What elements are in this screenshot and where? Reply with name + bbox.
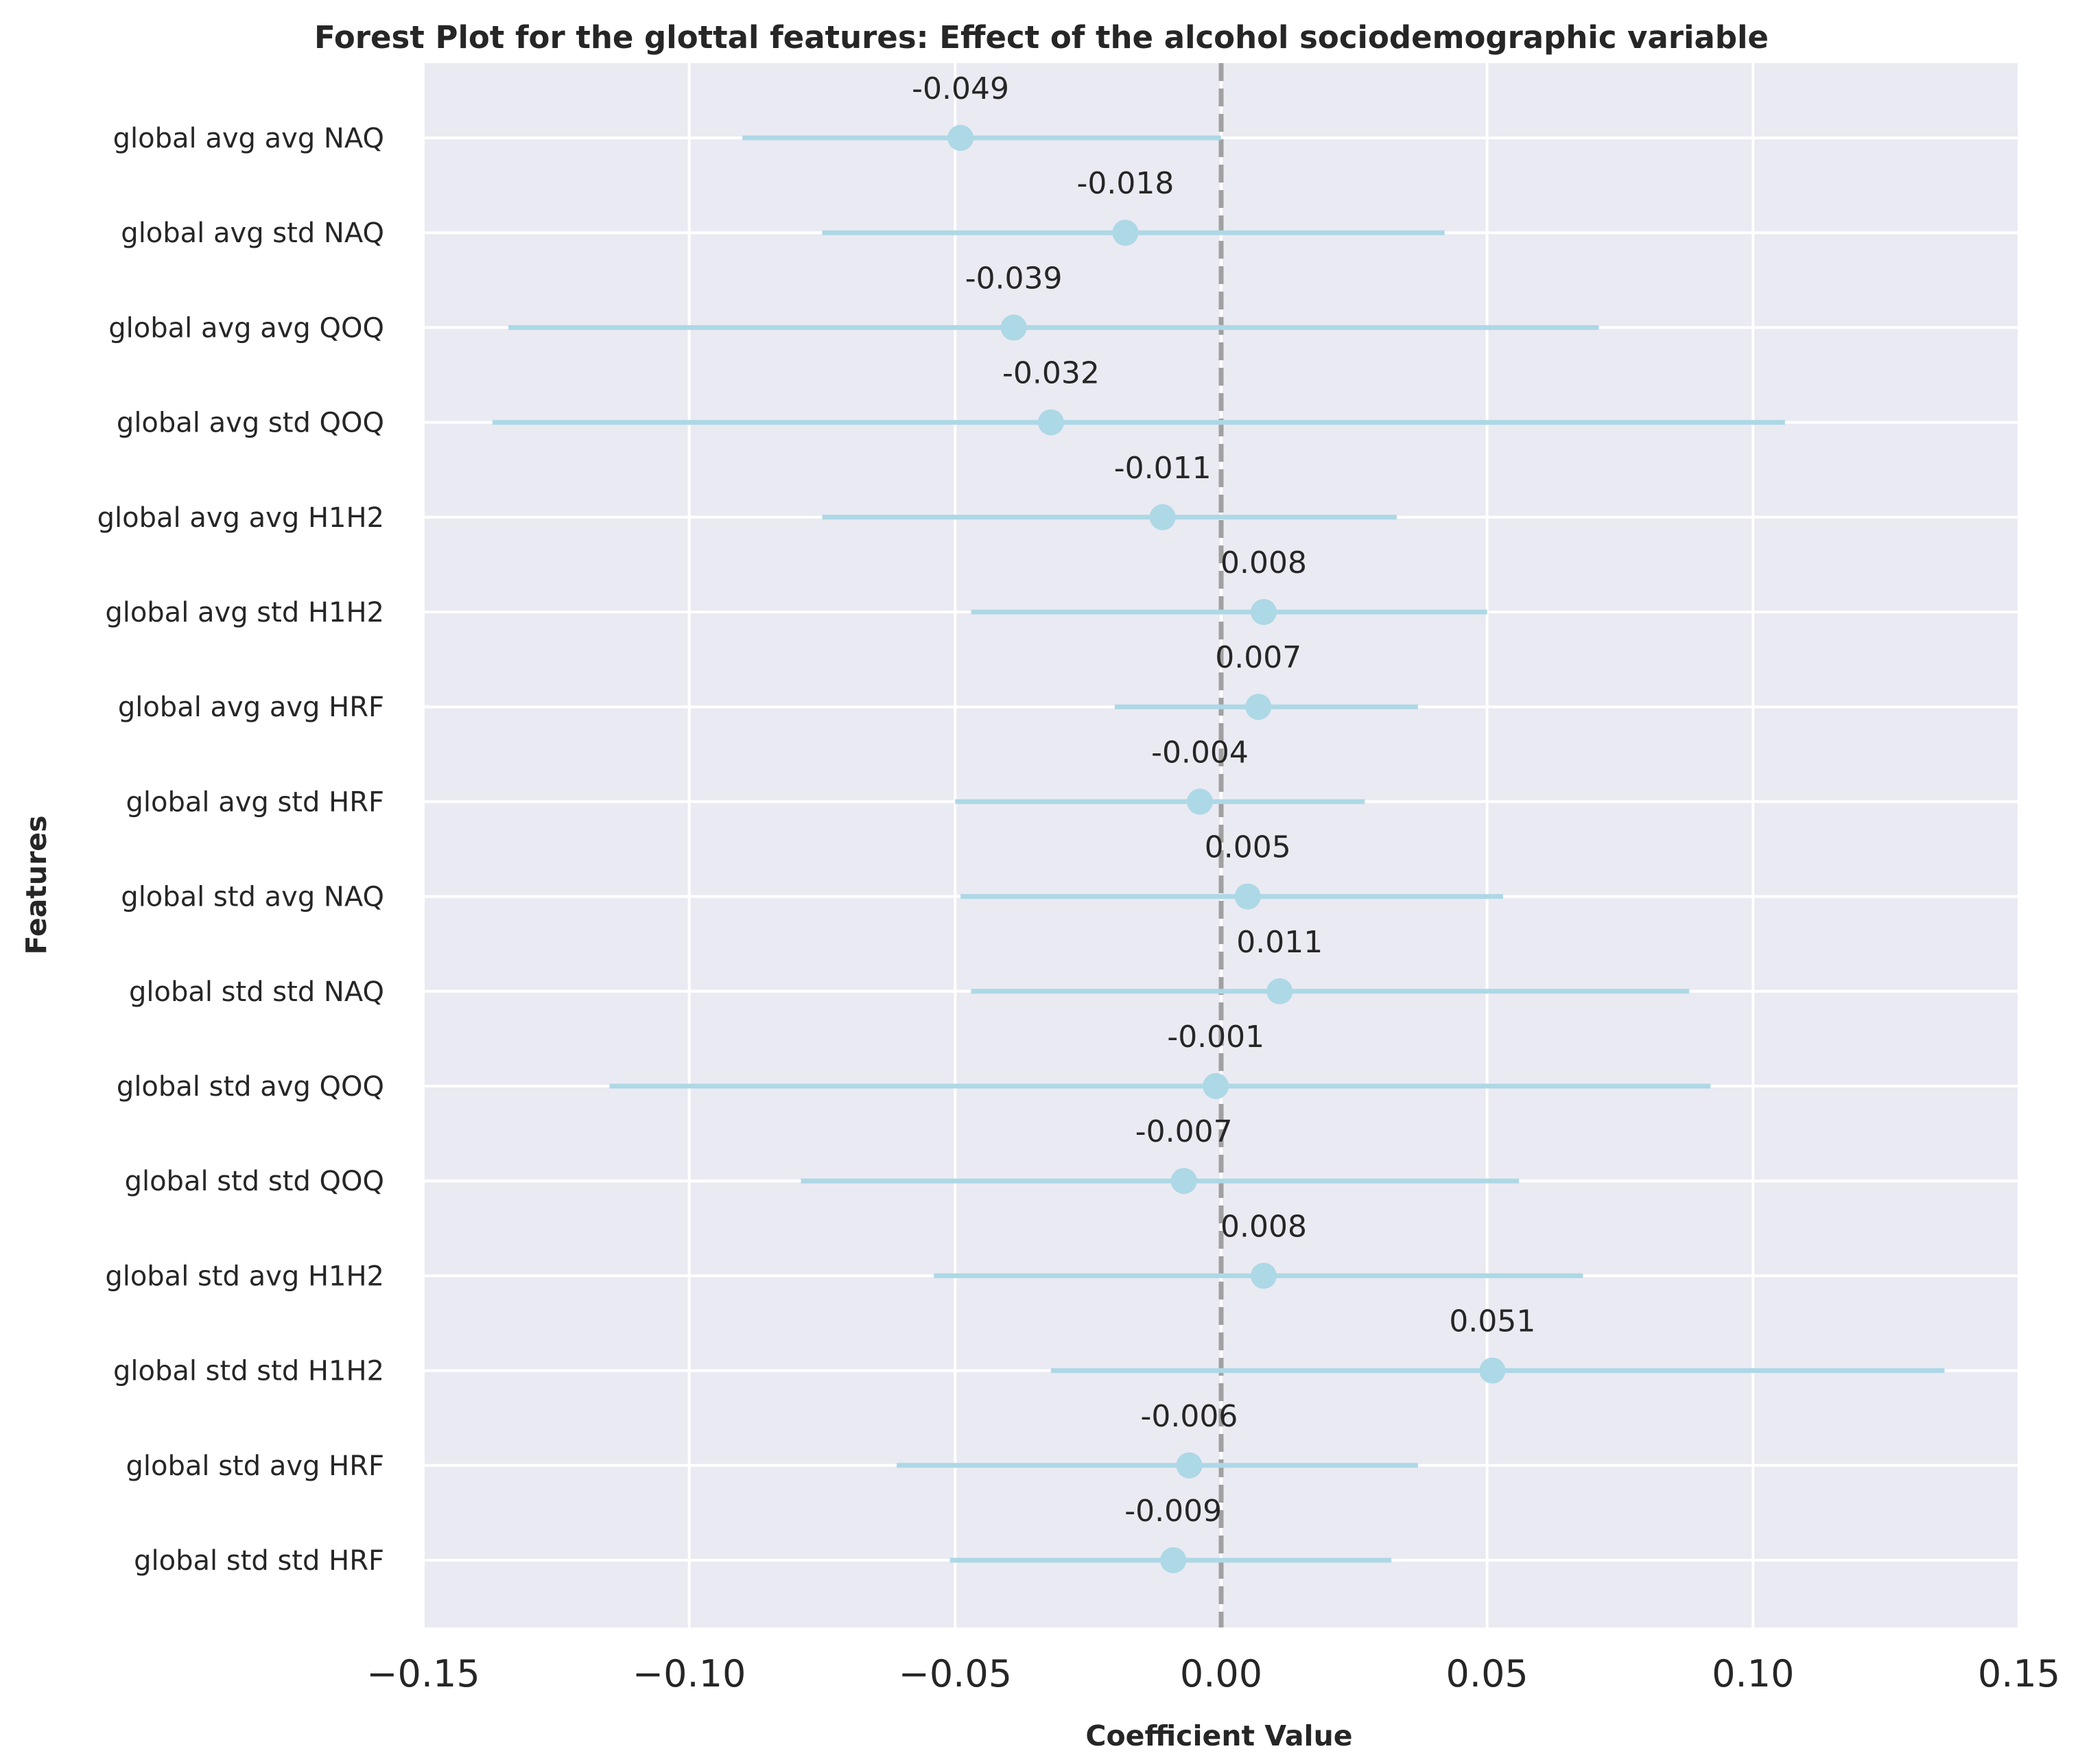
y-tick-label: global avg std H1H2 bbox=[105, 597, 384, 628]
coefficient-point bbox=[1112, 220, 1139, 246]
coefficient-point bbox=[1186, 788, 1213, 815]
data-label: -0.006 bbox=[1141, 1399, 1238, 1434]
y-tick-label: global std avg HRF bbox=[126, 1450, 384, 1482]
coefficient-point bbox=[1170, 1168, 1197, 1195]
y-tick-label: global avg avg H1H2 bbox=[97, 502, 384, 534]
x-tick-label: 0.10 bbox=[1712, 1652, 1794, 1695]
y-tick-labels: global avg avg NAQ global avg std NAQ glob… bbox=[97, 123, 384, 1577]
coefficient-point bbox=[1037, 409, 1064, 436]
coefficient-point bbox=[1251, 599, 1277, 625]
coefficient-point bbox=[1176, 1452, 1203, 1479]
x-tick-label: −0.05 bbox=[899, 1652, 1012, 1695]
y-tick-label: global std std HRF bbox=[134, 1545, 384, 1577]
y-tick-label: global avg avg QOQ bbox=[108, 312, 384, 344]
coefficient-point bbox=[947, 125, 974, 151]
y-tick-label: global avg std NAQ bbox=[121, 217, 384, 249]
x-tick-label: 0.05 bbox=[1446, 1652, 1528, 1695]
y-tick-label: global avg std HRF bbox=[126, 786, 384, 818]
coefficient-point bbox=[1479, 1357, 1506, 1384]
data-label: -0.018 bbox=[1077, 166, 1174, 201]
data-label: -0.001 bbox=[1167, 1020, 1264, 1055]
coefficient-points bbox=[947, 125, 1506, 1573]
data-label: -0.011 bbox=[1114, 451, 1212, 486]
y-tick-label: global avg std QOQ bbox=[117, 408, 384, 439]
data-label: 0.011 bbox=[1236, 925, 1323, 960]
coefficient-point bbox=[1251, 1262, 1277, 1289]
data-label: 0.005 bbox=[1205, 830, 1291, 865]
coefficient-point bbox=[1234, 883, 1261, 910]
data-label: 0.007 bbox=[1215, 640, 1301, 675]
data-label: -0.039 bbox=[965, 261, 1063, 296]
x-tick-label: 0.00 bbox=[1180, 1652, 1262, 1695]
data-label: -0.032 bbox=[1002, 356, 1100, 391]
coefficient-point bbox=[1203, 1073, 1229, 1099]
x-tick-label: −0.10 bbox=[633, 1652, 746, 1695]
data-labels: -0.049 -0.018 -0.039 -0.032 -0.011 0.008 0.007… bbox=[912, 71, 1535, 1529]
coefficient-point bbox=[1245, 694, 1272, 720]
coefficient-point bbox=[1160, 1547, 1187, 1573]
y-tick-label: global std std H1H2 bbox=[113, 1356, 384, 1387]
confidence-intervals bbox=[492, 135, 1945, 1563]
y-tick-label: global std avg H1H2 bbox=[105, 1260, 384, 1292]
y-tick-label: global std avg QOQ bbox=[117, 1071, 384, 1103]
y-tick-label: global std std NAQ bbox=[129, 976, 384, 1008]
coefficient-point bbox=[1266, 978, 1293, 1004]
chart-title: Forest Plot for the glottal features: Ef… bbox=[314, 19, 1769, 56]
x-tick-labels: −0.15 −0.10 −0.05 0.00 0.05 0.10 0.15 bbox=[366, 1652, 2060, 1695]
y-axis-label: Features bbox=[20, 815, 53, 954]
data-label: -0.004 bbox=[1151, 735, 1249, 770]
data-label: -0.007 bbox=[1135, 1114, 1233, 1149]
y-tick-label: global std std QOQ bbox=[125, 1166, 384, 1197]
coefficient-point bbox=[1000, 314, 1027, 341]
coefficient-point bbox=[1149, 504, 1176, 530]
data-label: -0.009 bbox=[1124, 1494, 1222, 1529]
data-label: 0.008 bbox=[1220, 1209, 1307, 1244]
x-axis-label: Coefficient Value bbox=[1085, 1719, 1352, 1752]
data-label: -0.049 bbox=[912, 71, 1009, 106]
y-tick-label: global avg avg NAQ bbox=[113, 123, 384, 154]
y-tick-label: global avg avg HRF bbox=[118, 692, 384, 723]
x-tick-label: −0.15 bbox=[366, 1652, 480, 1695]
x-tick-label: 0.15 bbox=[1978, 1652, 2060, 1695]
data-label: 0.008 bbox=[1220, 545, 1307, 580]
data-label: 0.051 bbox=[1449, 1304, 1535, 1339]
y-tick-label: global std avg NAQ bbox=[121, 882, 384, 913]
